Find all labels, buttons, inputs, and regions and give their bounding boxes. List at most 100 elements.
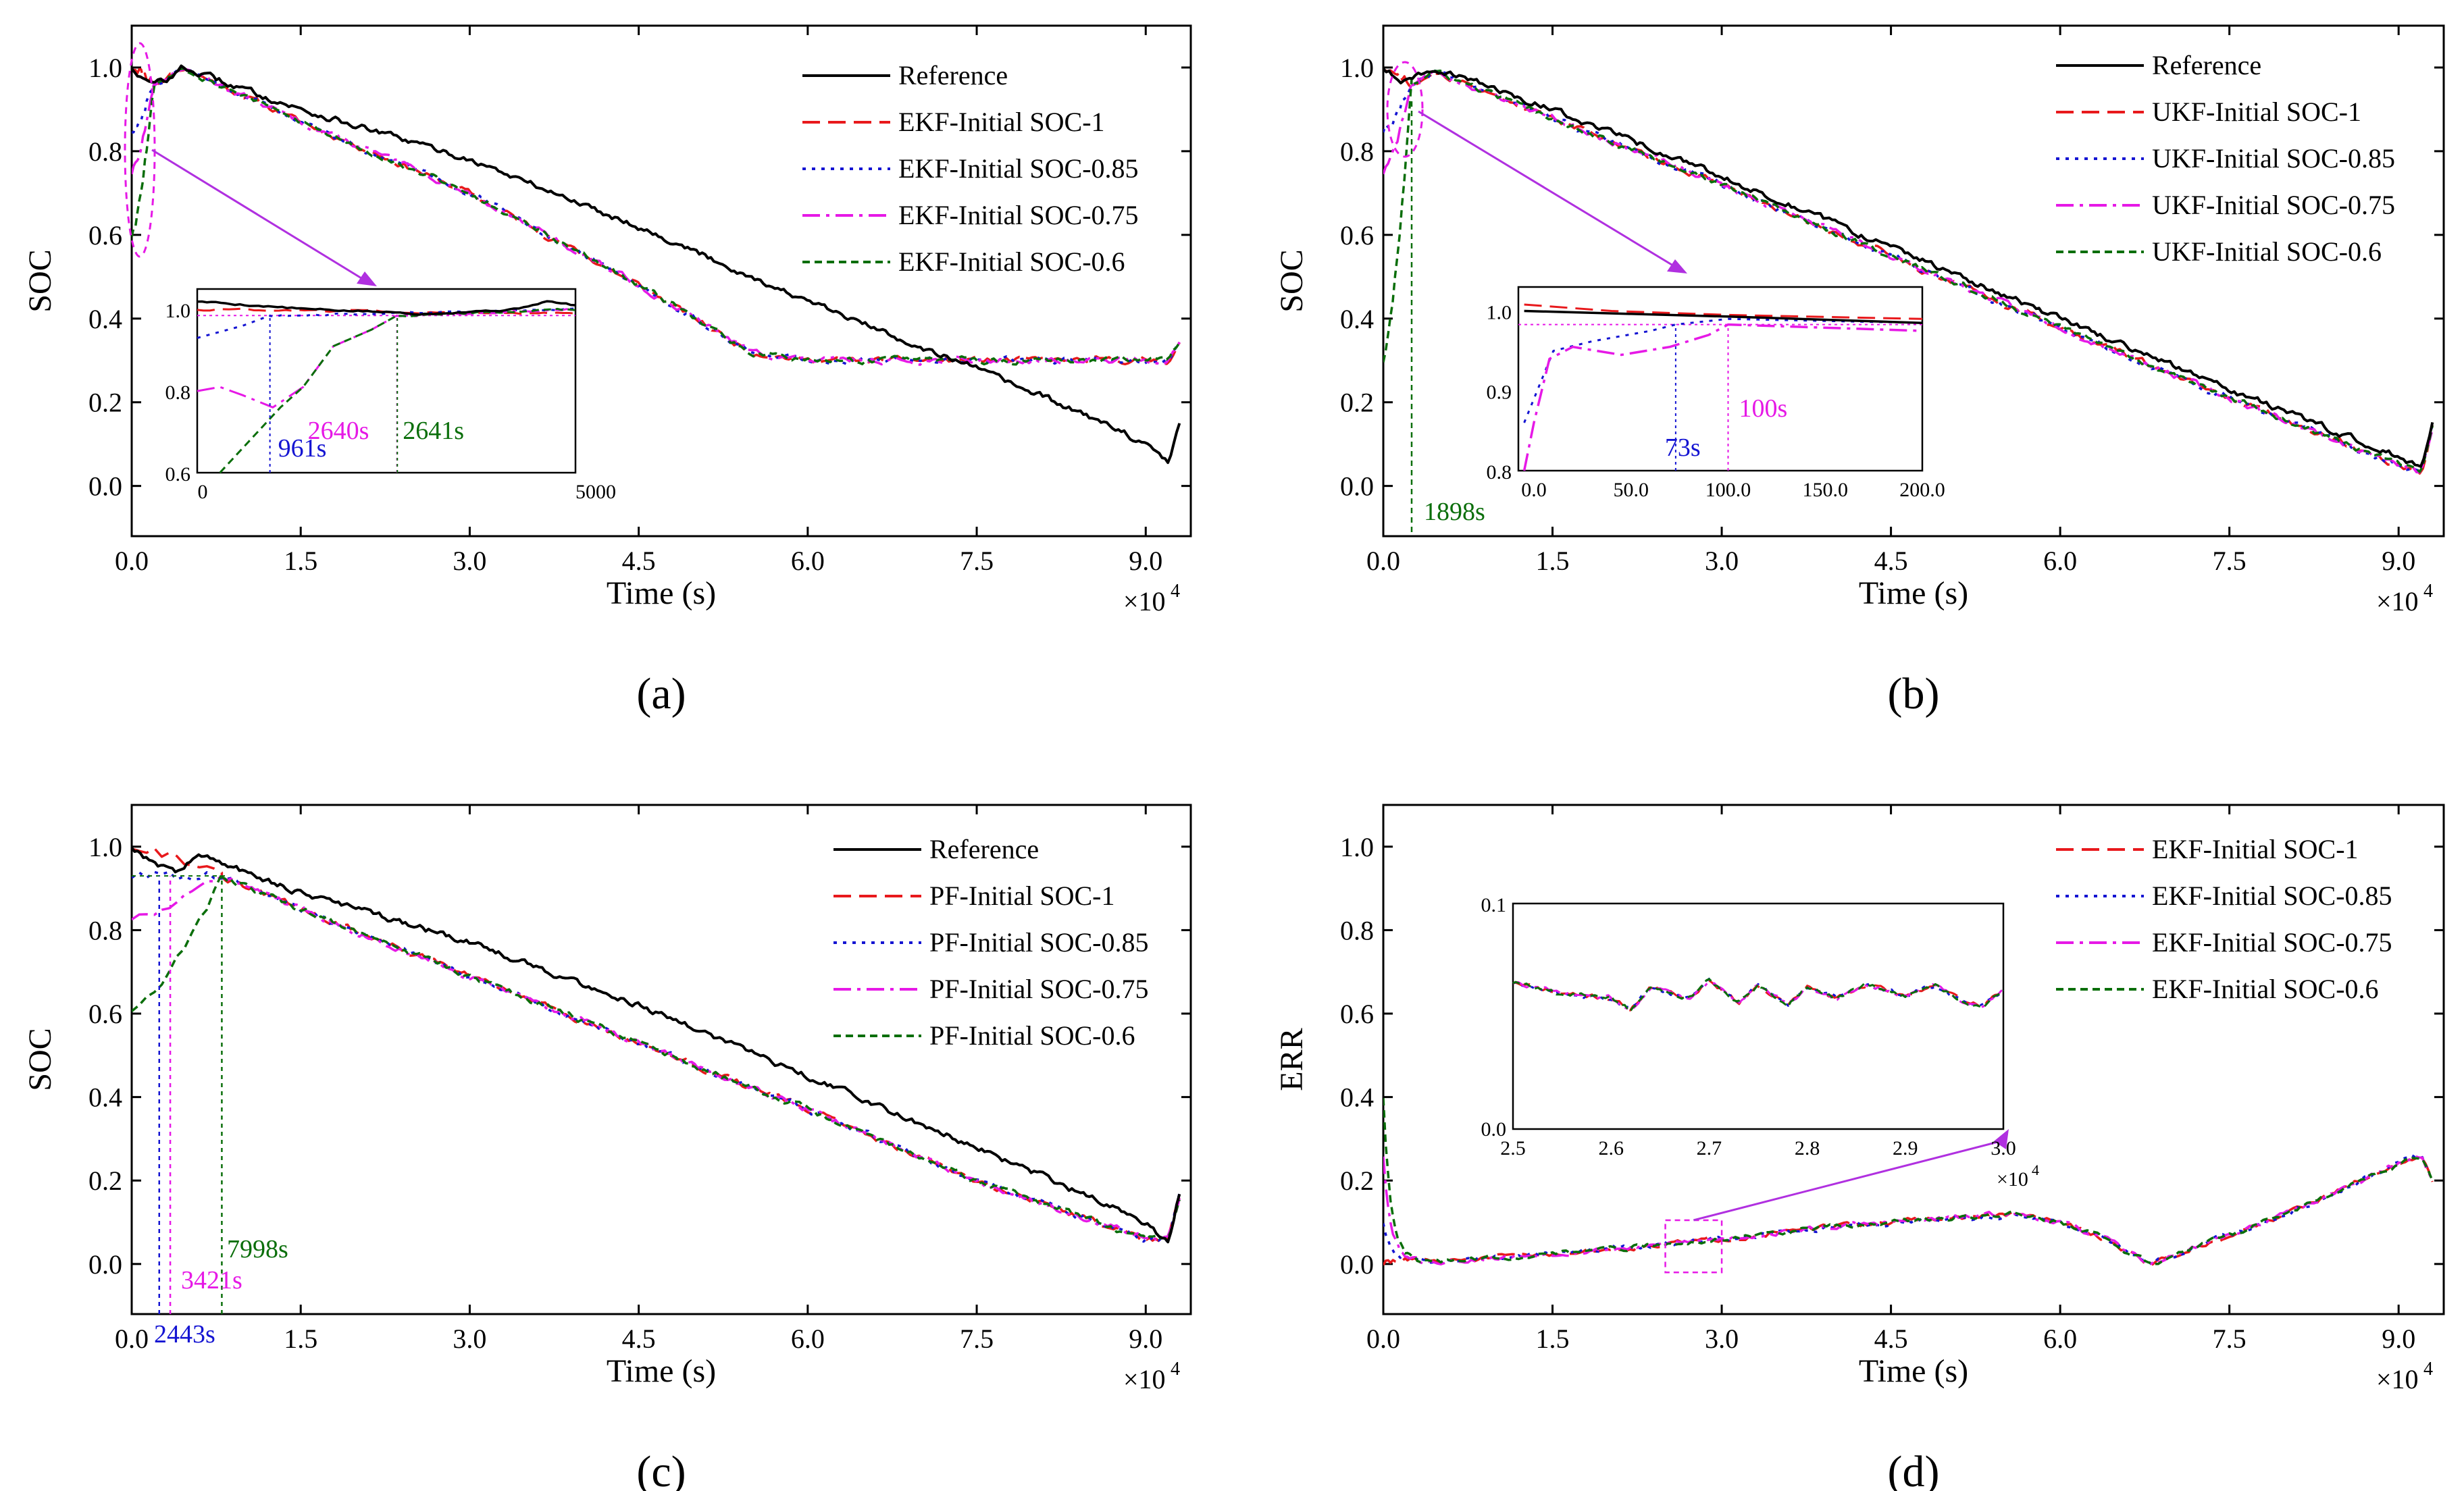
- y-tick-label: 0.4: [1340, 1082, 1374, 1113]
- series-line: [1383, 69, 2434, 473]
- inset-series-line: [1522, 323, 1923, 471]
- x-tick-label: 9.0: [2382, 1324, 2415, 1354]
- inset-x-tick-label: 2.9: [1893, 1137, 1918, 1159]
- inset-x-tick-label: 2.6: [1598, 1137, 1624, 1159]
- inset-frame: [196, 288, 577, 474]
- series-group: [132, 847, 1181, 1244]
- y-tick-label: 0.6: [1340, 999, 1374, 1029]
- y-tick-label: 0.6: [1340, 220, 1374, 251]
- legend: Reference UKF-Initial SOC-1 UKF-Initial SO…: [2056, 50, 2395, 267]
- y-tick-label: 0.8: [88, 915, 122, 945]
- legend: Reference PF-Initial SOC-1 PF-Initial SOC-…: [833, 834, 1148, 1051]
- x-multiplier: ×10: [1123, 1364, 1166, 1394]
- y-axis-label: SOC: [22, 249, 58, 312]
- x-tick-label: 6.0: [2043, 1324, 2077, 1354]
- inset-x-tick-label: 100.0: [1705, 479, 1751, 501]
- inset-series-line: [219, 307, 576, 474]
- inset-x-multiplier: ×10: [1997, 1168, 2028, 1191]
- legend-entry: PF-Initial SOC-0.85: [929, 927, 1148, 958]
- x-tick-label: 4.5: [622, 1324, 656, 1354]
- inset-x-tick-label: 2.7: [1697, 1137, 1722, 1159]
- y-tick-label: 0.4: [1340, 304, 1374, 334]
- x-tick-label: 6.0: [2043, 546, 2077, 576]
- inset-y-tick-label: 0.0: [1481, 1118, 1507, 1141]
- y-tick-label: 1.0: [1340, 832, 1374, 862]
- panel-label: (b): [1888, 669, 1940, 718]
- legend-entry: EKF-Initial SOC-0.85: [2152, 881, 2392, 911]
- inset-x-tick-label: 200.0: [1899, 479, 1945, 501]
- y-tick-label: 0.0: [88, 1249, 122, 1280]
- series-group: [1383, 68, 2434, 475]
- x-multiplier-exponent: 4: [2423, 1359, 2433, 1380]
- inset-x-tick-label: 0.0: [1521, 479, 1547, 501]
- highlight-ellipse: [124, 42, 156, 258]
- legend-entry: UKF-Initial SOC-0.85: [2152, 143, 2395, 174]
- x-axis-label: Time (s): [607, 1353, 716, 1389]
- reference-line: [1383, 68, 2434, 468]
- y-tick-label: 0.8: [1340, 915, 1374, 945]
- x-axis-label: Time (s): [1859, 575, 1968, 611]
- zoom-arrowhead: [1994, 1129, 2009, 1149]
- legend: EKF-Initial SOC-1 EKF-Initial SOC-0.85 EKF…: [2056, 834, 2392, 1004]
- inset-annotation: 961s: [278, 434, 327, 463]
- legend-entry: PF-Initial SOC-0.75: [929, 974, 1148, 1004]
- inset-frame: [1512, 902, 2005, 1130]
- inset-series-line: [1512, 978, 2005, 1013]
- x-multiplier-exponent: 4: [1171, 1359, 1180, 1380]
- y-axis-label: SOC: [22, 1028, 58, 1091]
- panel-label: (a): [636, 669, 686, 718]
- legend: Reference EKF-Initial SOC-1 EKF-Initial SO…: [802, 60, 1139, 277]
- series-group: [1383, 1098, 2434, 1267]
- x-tick-label: 6.0: [791, 546, 825, 576]
- x-tick-label: 7.5: [2213, 546, 2247, 576]
- legend-entry: Reference: [898, 60, 1008, 90]
- inset-y-tick-label: 0.9: [1487, 382, 1512, 404]
- inset-series-line: [197, 308, 576, 409]
- reference-line: [132, 64, 1181, 465]
- inset-frame: [1517, 286, 1924, 472]
- legend-entry: UKF-Initial SOC-0.75: [2152, 190, 2395, 220]
- inset-reference-line: [197, 300, 576, 316]
- series-line: [132, 874, 1181, 1242]
- x-tick-label: 3.0: [1705, 546, 1739, 576]
- inset-y-tick-label: 1.0: [1487, 301, 1512, 323]
- y-tick-label: 1.0: [88, 53, 122, 83]
- inset-y-tick-label: 0.6: [165, 463, 191, 486]
- legend-entry: EKF-Initial SOC-1: [898, 107, 1105, 137]
- x-tick-label: 1.5: [284, 546, 317, 576]
- inset-x-tick-label: 2.5: [1500, 1137, 1526, 1159]
- panel-label: (c): [636, 1447, 686, 1491]
- x-tick-label: 9.0: [1129, 1324, 1162, 1354]
- legend-entry: UKF-Initial SOC-1: [2152, 97, 2361, 127]
- x-tick-label: 7.5: [960, 546, 994, 576]
- inset-y-tick-label: 0.8: [165, 382, 191, 404]
- annotation-label: 2443s: [154, 1320, 215, 1349]
- y-tick-label: 0.8: [88, 136, 122, 167]
- inset-x-tick-label: 3.0: [1991, 1137, 2016, 1159]
- zoom-arrow: [1418, 110, 1676, 268]
- series-line: [132, 870, 1181, 1243]
- legend-entry: PF-Initial SOC-0.6: [929, 1020, 1135, 1051]
- inset-series-line: [1512, 979, 2004, 1012]
- panel-c: 0.0 1.5 3.0 4.5 6.0 7.5 9.0 0.0 0.2 0.4 0.6 0.8 1.0 T…: [22, 804, 1192, 1491]
- x-tick-label: 9.0: [2382, 546, 2415, 576]
- legend-entry: EKF-Initial SOC-0.85: [898, 153, 1139, 184]
- zoom-arrowhead: [357, 271, 377, 286]
- zoom-arrowhead: [1667, 259, 1687, 273]
- series-group: [132, 64, 1181, 465]
- panel-b: 0.0 1.5 3.0 4.5 6.0 7.5 9.0 0.0 0.2 0.4 0.6 0.8 1.0 T…: [1274, 24, 2445, 718]
- highlight-ellipse: [1386, 61, 1424, 158]
- legend-entry: Reference: [2152, 50, 2261, 80]
- x-axis-label: Time (s): [1859, 1353, 1968, 1389]
- zoom-arrow: [1693, 1140, 2001, 1222]
- inset-y-tick-label: 0.8: [1487, 461, 1512, 483]
- x-tick-label: 3.0: [453, 1324, 486, 1354]
- legend-entry: EKF-Initial SOC-0.6: [898, 246, 1125, 277]
- y-tick-label: 0.0: [1340, 471, 1374, 502]
- reference-line: [132, 847, 1181, 1244]
- x-tick-label: 1.5: [284, 1324, 317, 1354]
- y-tick-label: 0.2: [88, 1166, 122, 1196]
- x-tick-label: 0.0: [115, 1324, 149, 1354]
